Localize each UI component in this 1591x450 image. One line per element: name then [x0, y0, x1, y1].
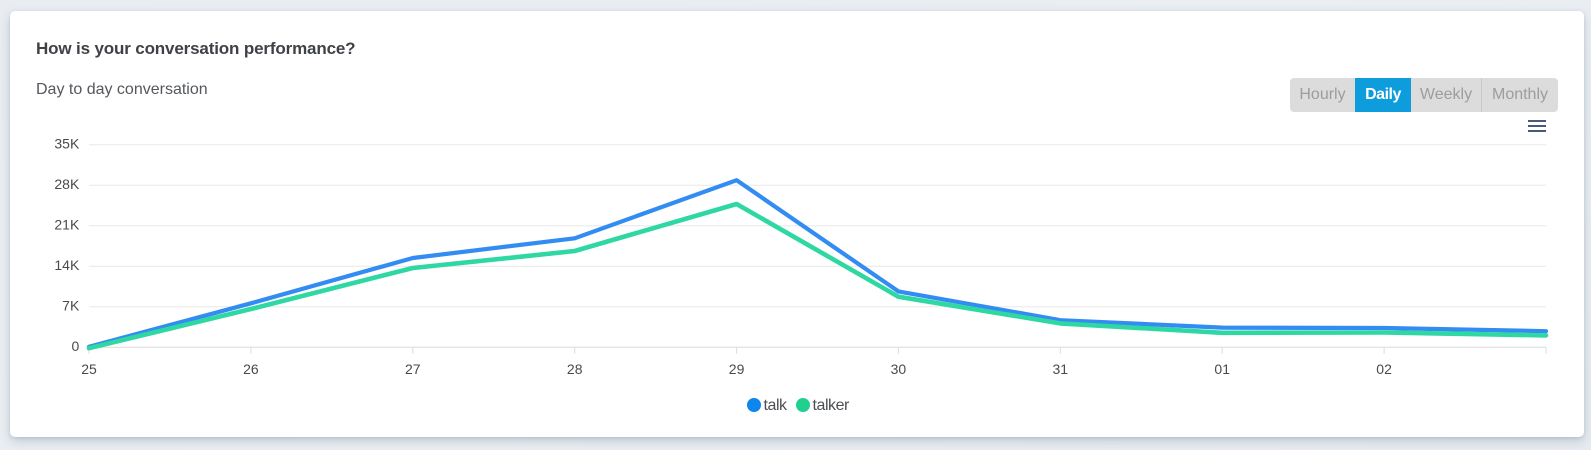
svg-text:29: 29: [729, 361, 745, 377]
svg-text:21K: 21K: [54, 217, 80, 233]
svg-text:25: 25: [81, 361, 97, 377]
svg-text:28K: 28K: [54, 176, 80, 192]
svg-text:01: 01: [1214, 361, 1230, 377]
svg-text:26: 26: [243, 361, 259, 377]
svg-text:28: 28: [567, 361, 583, 377]
svg-text:7K: 7K: [62, 298, 80, 314]
svg-text:27: 27: [405, 361, 421, 377]
svg-text:02: 02: [1376, 361, 1392, 377]
svg-text:31: 31: [1053, 361, 1069, 377]
svg-text:35K: 35K: [54, 136, 80, 152]
svg-text:30: 30: [891, 361, 907, 377]
svg-text:0: 0: [72, 338, 80, 354]
svg-text:14K: 14K: [54, 257, 80, 273]
